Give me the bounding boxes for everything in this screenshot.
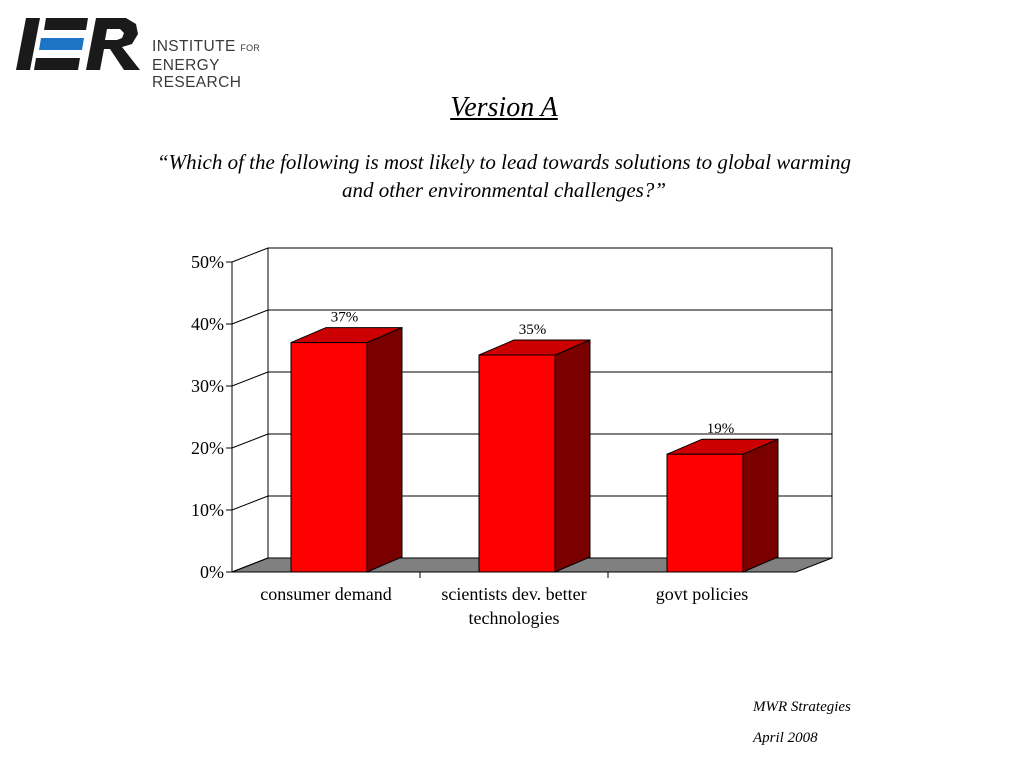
bar-front (478, 354, 556, 573)
x-category-label: technologies (469, 608, 560, 628)
ier-logo: INSTITUTE FOR ENERGY RESEARCH (16, 14, 306, 91)
bar-data-label: 35% (519, 322, 547, 338)
bar-front (666, 453, 744, 573)
y-tick-label: 40% (191, 314, 224, 334)
side-wall-gridline (231, 495, 269, 511)
side-wall-gridline (231, 557, 269, 573)
ier-logo-mark (16, 18, 140, 70)
footer-organization: MWR Strategies (753, 699, 851, 715)
slide-subtitle: “Which of the following is most likely t… (157, 150, 851, 202)
logo-line1-small: FOR (240, 43, 261, 53)
bar-front (290, 342, 368, 573)
side-wall-gridline (231, 309, 269, 325)
x-category-label: scientists dev. better (441, 584, 586, 604)
bar-side (742, 438, 779, 573)
bar-data-label: 37% (331, 310, 359, 326)
bar-side (554, 339, 591, 573)
slide-title-text: Version A (450, 92, 558, 123)
logo-wordmark: INSTITUTE FOR ENERGY RESEARCH (152, 38, 306, 91)
bar-2 (478, 339, 591, 573)
logo-line2: ENERGY RESEARCH (152, 57, 242, 91)
side-wall-gridline (231, 433, 269, 449)
y-tick-label: 30% (191, 376, 224, 396)
side-wall-gridline (231, 371, 269, 387)
x-category-label: govt policies (656, 584, 749, 604)
footer-date: April 2008 (753, 730, 818, 746)
y-tick-label: 20% (191, 438, 224, 458)
side-wall-gridline (231, 247, 269, 263)
bar-data-label: 19% (707, 421, 735, 437)
bar-side (366, 326, 403, 573)
y-tick-label: 10% (191, 500, 224, 520)
slide-title: Version A (0, 92, 1008, 124)
y-tick-label: 0% (200, 562, 224, 582)
logo-line1: INSTITUTE (152, 38, 236, 55)
bar-3 (666, 438, 779, 573)
y-tick-label: 50% (191, 252, 224, 272)
bar-1 (290, 326, 403, 573)
x-category-label: consumer demand (260, 584, 391, 604)
